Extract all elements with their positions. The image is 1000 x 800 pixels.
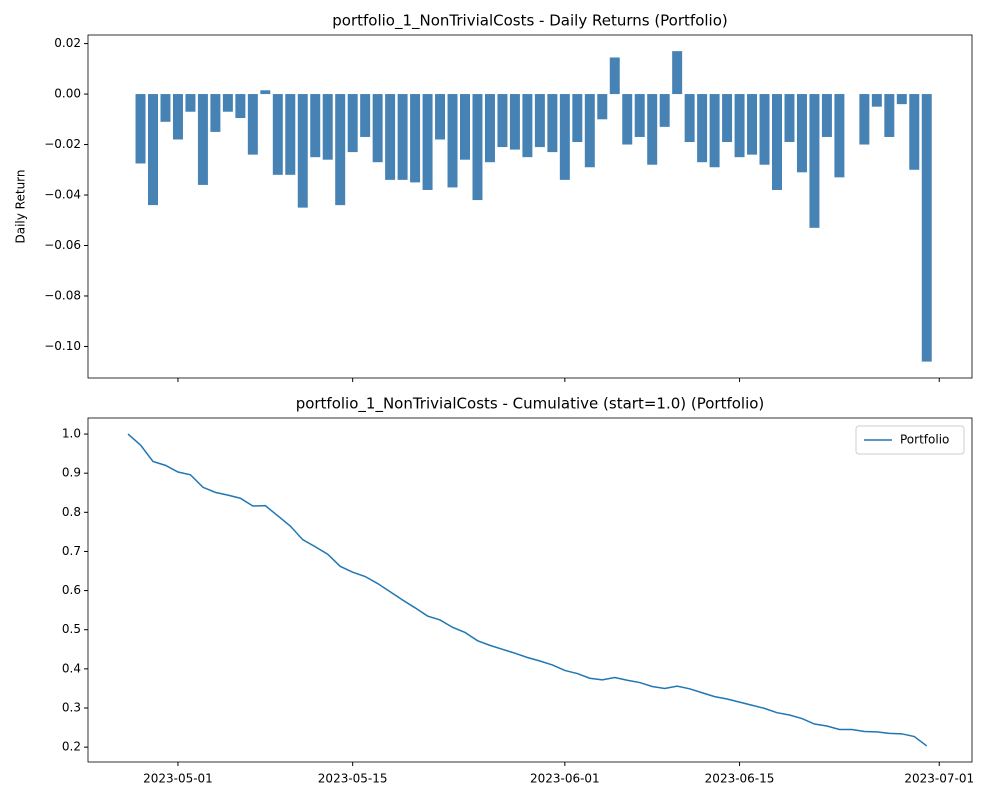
y-tick-label: 0.3 (62, 700, 81, 714)
y-tick-label: 0.8 (62, 505, 81, 519)
x-tick-label: 2023-06-15 (705, 772, 775, 786)
bar (385, 94, 396, 180)
bar (509, 94, 520, 150)
chart-title: portfolio_1_NonTrivialCosts - Daily Retu… (332, 12, 727, 31)
bar (310, 94, 321, 158)
bar (272, 94, 283, 175)
bar (784, 94, 795, 143)
y-tick-label: 0.5 (62, 622, 81, 636)
y-tick-label: 0.9 (62, 466, 81, 480)
chart-title: portfolio_1_NonTrivialCosts - Cumulative… (296, 395, 765, 414)
bar (534, 94, 545, 148)
bar (397, 94, 408, 180)
y-tick-label: −0.02 (44, 137, 81, 151)
bar (722, 94, 733, 143)
y-tick-label: −0.06 (44, 238, 81, 252)
bar (497, 94, 508, 148)
y-axis-label: Daily Return (14, 170, 28, 244)
bar (360, 94, 371, 137)
bar (222, 94, 233, 112)
bar (684, 94, 695, 143)
bar (172, 94, 183, 140)
x-tick-label: 2023-07-01 (904, 772, 974, 786)
x-tick-label: 2023-05-15 (318, 772, 388, 786)
x-tick-label: 2023-05-01 (143, 772, 213, 786)
y-tick-label: 1.0 (62, 427, 81, 441)
bar (447, 94, 458, 188)
bar (297, 94, 308, 208)
bar (285, 94, 296, 175)
bar (747, 94, 758, 155)
y-tick-label: 0.00 (54, 87, 81, 101)
bar (260, 90, 271, 95)
bar (135, 94, 146, 164)
bar (235, 94, 246, 119)
bar (622, 94, 633, 145)
plot-frame (87, 417, 973, 763)
y-tick-label: 0.7 (62, 544, 81, 558)
bar (410, 94, 421, 183)
y-tick-label: 0.4 (62, 661, 81, 675)
bar (834, 94, 845, 178)
legend-box (855, 425, 965, 455)
bar (884, 94, 895, 137)
bar (821, 94, 832, 137)
y-tick-label: 0.2 (62, 740, 81, 754)
bar (672, 51, 683, 95)
x-tick-label: 2023-06-01 (530, 772, 600, 786)
bar (347, 94, 358, 153)
bar (160, 94, 171, 122)
bar (609, 57, 620, 95)
bar (572, 94, 583, 143)
plot-frame (87, 34, 973, 379)
bar (809, 94, 820, 228)
bar (210, 94, 221, 132)
bar (435, 94, 446, 140)
bar (759, 94, 770, 165)
bar (484, 94, 495, 163)
bar (322, 94, 333, 160)
bar (584, 94, 595, 168)
y-tick-label: −0.04 (44, 188, 81, 202)
bar (247, 94, 258, 155)
bar (896, 94, 907, 105)
bar (772, 94, 782, 190)
y-tick-label: 0.02 (54, 36, 81, 50)
bar (547, 94, 558, 153)
bar (559, 94, 570, 180)
bar (197, 94, 208, 185)
legend-label: Portfolio (900, 433, 949, 447)
bar (634, 94, 645, 137)
bar (460, 94, 470, 160)
bar (522, 94, 533, 158)
bar (647, 94, 658, 165)
bar (909, 94, 920, 170)
y-tick-label: 0.6 (62, 583, 81, 597)
bar (372, 94, 383, 163)
bar (709, 94, 720, 168)
bar (148, 94, 158, 206)
y-tick-label: −0.10 (44, 339, 81, 353)
bar (734, 94, 745, 158)
bar (472, 94, 483, 201)
bar (871, 94, 882, 107)
bar (921, 94, 932, 362)
bar (597, 94, 608, 120)
bar (185, 94, 196, 112)
bar (659, 94, 670, 127)
y-tick-label: −0.08 (44, 288, 81, 302)
bar (697, 94, 708, 163)
line (127, 433, 928, 747)
bar (422, 94, 433, 190)
bar (796, 94, 807, 173)
bar (859, 94, 870, 145)
bar (335, 94, 346, 206)
